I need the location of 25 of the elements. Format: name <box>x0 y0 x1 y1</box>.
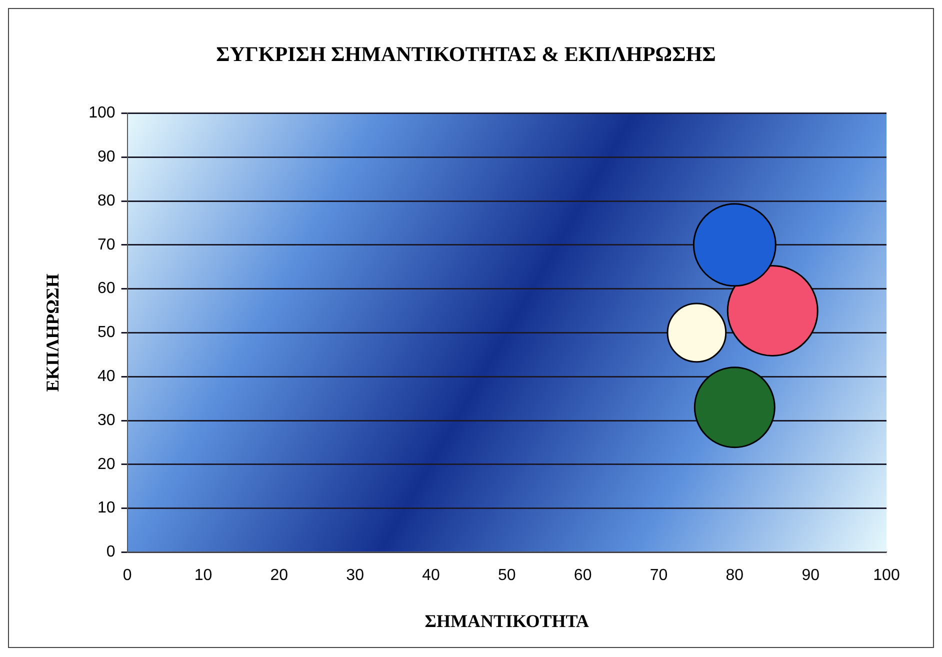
x-axis-title: ΣΗΜΑΝΤΙΚΟΤΗΤΑ <box>424 610 590 631</box>
x-tick-label: 80 <box>726 567 744 584</box>
y-tick-label: 0 <box>106 544 116 561</box>
y-tick-label: 80 <box>98 192 116 210</box>
x-tick-label: 100 <box>873 567 900 584</box>
y-tick-label: 70 <box>98 236 116 254</box>
y-tick-label: 20 <box>98 456 116 473</box>
x-tick-label: 60 <box>574 567 592 584</box>
y-axis-title: ΕΚΠΛΗΡΩΣΗ <box>42 274 62 392</box>
y-tick-label: 40 <box>98 368 116 386</box>
x-tick-label: 70 <box>650 567 668 584</box>
chart-title: ΣΥΓΚΡΙΣΗ ΣΗΜΑΝΤΙΚΟΤΗΤΑΣ & ΕΚΠΛΗΡΩΣΗΣ <box>216 42 716 66</box>
y-tick-label: 100 <box>88 104 116 122</box>
x-tick-label: 10 <box>194 567 212 584</box>
x-tick-label: 0 <box>122 567 132 584</box>
y-tick-label: 50 <box>98 324 116 342</box>
x-tick-label: 40 <box>422 567 440 584</box>
y-tick-label: 10 <box>98 500 116 517</box>
y-tick-label: 30 <box>98 412 116 429</box>
y-tick-label: 60 <box>98 280 116 298</box>
x-tick-label: 50 <box>498 567 516 584</box>
y-tick-label: 90 <box>98 148 116 166</box>
x-tick-label: 30 <box>346 567 364 584</box>
x-tick-label: 90 <box>802 567 820 584</box>
x-tick-label: 20 <box>270 567 288 584</box>
